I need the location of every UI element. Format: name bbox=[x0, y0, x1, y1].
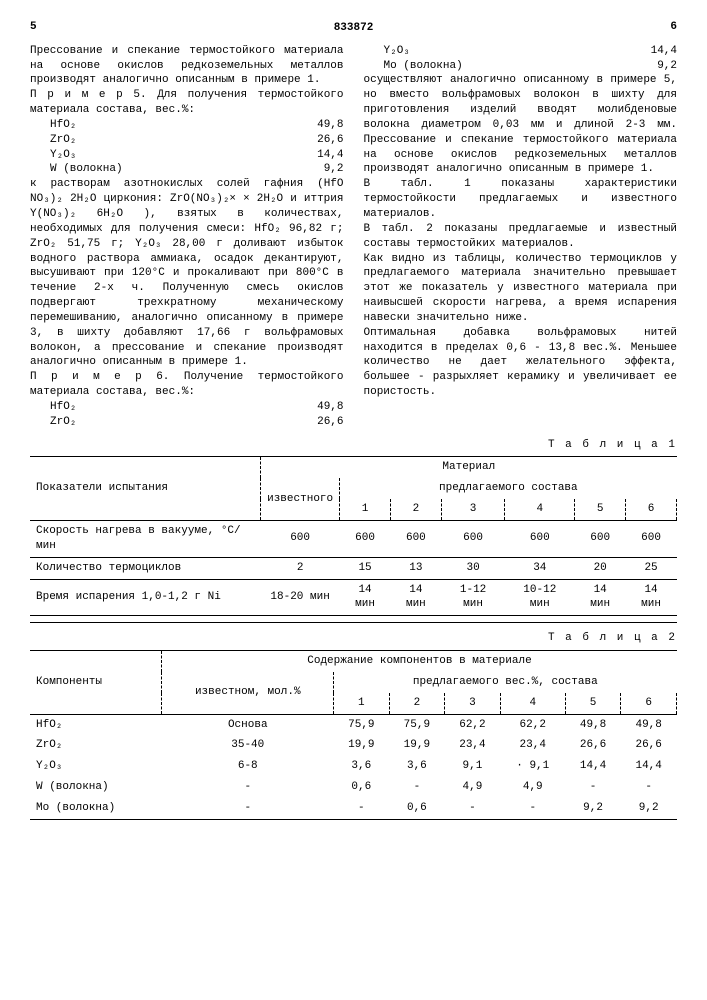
composition-row: W (волокна)9,2 bbox=[30, 162, 344, 177]
table-row: Количество термоциклов2151330342025 bbox=[30, 557, 677, 579]
composition-row: ZrO₂26,6 bbox=[30, 133, 344, 148]
col-header: 4 bbox=[505, 499, 575, 520]
page-right: 6 bbox=[670, 20, 677, 35]
para: к растворам азотнокислых солей гафния (H… bbox=[30, 177, 344, 370]
right-column: Y₂O₃14,4Mo (волокна)9,2 осуществляют ана… bbox=[364, 44, 678, 430]
t1-h2: Материал bbox=[261, 457, 677, 478]
table-row: W (волокна)-0,6-4,94,9-- bbox=[30, 777, 677, 798]
table-row: Y₂O₃6-83,63,69,1· 9,114,414,4 bbox=[30, 756, 677, 777]
table-row: Mo (волокна)--0,6--9,29,2 bbox=[30, 798, 677, 819]
col-header: 6 bbox=[626, 499, 677, 520]
col-header: 6 bbox=[621, 693, 677, 714]
col-header: 1 bbox=[334, 693, 390, 714]
para: П р и м е р 5. Для получения термостойко… bbox=[30, 88, 344, 118]
col-header: 4 bbox=[500, 693, 565, 714]
table-row: Скорость нагрева в вакууме, °С/мин600600… bbox=[30, 521, 677, 558]
para: П р и м е р 6. Получение термостойкого м… bbox=[30, 370, 344, 400]
table-row: ZrO₂35-4019,919,923,423,426,626,6 bbox=[30, 735, 677, 756]
table-row: Время испарения 1,0-1,2 г Ni18-20 мин14 … bbox=[30, 579, 677, 616]
para: Оптимальная добавка вольфрамовых нитей н… bbox=[364, 326, 678, 400]
table1-title: Т а б л и ц а 1 bbox=[30, 438, 677, 453]
t2-h3: известном, мол.% bbox=[162, 672, 334, 714]
col-header: 2 bbox=[389, 693, 445, 714]
t1-h4: предлагаемого состава bbox=[340, 478, 677, 499]
doc-number: 833872 bbox=[30, 21, 677, 36]
col-header: 2 bbox=[390, 499, 441, 520]
col-header: 5 bbox=[565, 693, 621, 714]
table2: Компоненты Содержание компонентов в мате… bbox=[30, 650, 677, 826]
composition-row: ZrO₂26,6 bbox=[30, 415, 344, 430]
para: осуществляют аналогично описанному в при… bbox=[364, 73, 678, 177]
t2-h2: Содержание компонентов в материале bbox=[162, 651, 677, 672]
composition-row: HfO₂49,8 bbox=[30, 118, 344, 133]
composition-row: Y₂O₃14,4 bbox=[30, 148, 344, 163]
para: Как видно из таблицы, количество термоци… bbox=[364, 252, 678, 326]
page-left: 5 bbox=[30, 20, 37, 35]
col-header: 3 bbox=[441, 499, 505, 520]
col-header: 3 bbox=[445, 693, 501, 714]
table2-title: Т а б л и ц а 2 bbox=[30, 631, 677, 646]
left-column: Прессование и спекание термостойкого мат… bbox=[30, 44, 344, 430]
para: Прессование и спекание термостойкого мат… bbox=[30, 44, 344, 89]
para: В табл. 1 показаны характеристики термос… bbox=[364, 177, 678, 222]
t1-h3: известного bbox=[261, 478, 340, 520]
t2-h1: Компоненты bbox=[30, 651, 162, 715]
composition-row: Y₂O₃14,4 bbox=[364, 44, 678, 59]
table1: Показатели испытания Материал известного… bbox=[30, 456, 677, 623]
table-row: HfO₂Основа75,975,962,262,249,849,8 bbox=[30, 714, 677, 735]
para: В табл. 2 показаны предлагаемые и извест… bbox=[364, 222, 678, 252]
t1-h1: Показатели испытания bbox=[30, 457, 261, 521]
composition-row: HfO₂49,8 bbox=[30, 400, 344, 415]
t2-h4: предлагаемого вес.%, состава bbox=[334, 672, 677, 693]
composition-row: Mo (волокна)9,2 bbox=[364, 59, 678, 74]
col-header: 1 bbox=[340, 499, 391, 520]
col-header: 5 bbox=[575, 499, 626, 520]
